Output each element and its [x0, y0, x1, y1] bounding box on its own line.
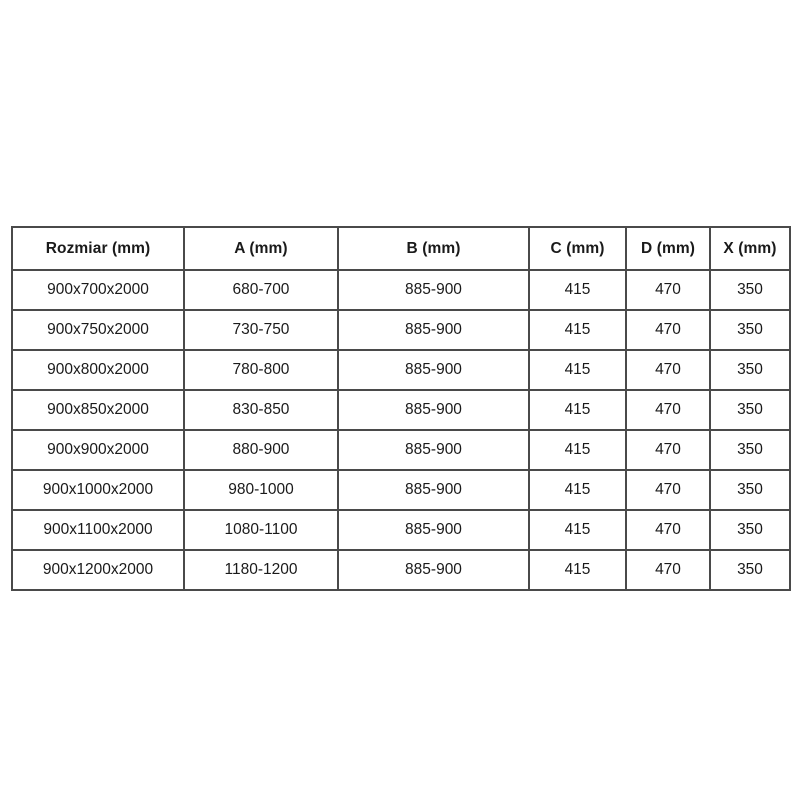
cell-a: 680-700 — [183, 269, 339, 311]
cell-a: 730-750 — [183, 309, 339, 351]
cell-d: 470 — [625, 269, 711, 311]
cell-size: 900x1000x2000 — [11, 469, 185, 511]
table-row: 900x800x2000 780-800 885-900 415 470 350 — [11, 349, 791, 391]
table-row: 900x900x2000 880-900 885-900 415 470 350 — [11, 429, 791, 471]
cell-a: 1180-1200 — [183, 549, 339, 591]
column-header-c: C (mm) — [528, 226, 627, 271]
cell-a: 980-1000 — [183, 469, 339, 511]
column-header-b: B (mm) — [337, 226, 530, 271]
cell-c: 415 — [528, 389, 627, 431]
cell-b: 885-900 — [337, 509, 530, 551]
table-row: 900x1200x2000 1180-1200 885-900 415 470 … — [11, 549, 791, 591]
cell-x: 350 — [709, 509, 791, 551]
cell-size: 900x700x2000 — [11, 269, 185, 311]
cell-d: 470 — [625, 389, 711, 431]
cell-size: 900x800x2000 — [11, 349, 185, 391]
dimensions-table: Rozmiar (mm) A (mm) B (mm) C (mm) D (mm)… — [11, 226, 791, 591]
cell-d: 470 — [625, 469, 711, 511]
cell-b: 885-900 — [337, 349, 530, 391]
column-header-size: Rozmiar (mm) — [11, 226, 185, 271]
cell-a: 780-800 — [183, 349, 339, 391]
cell-b: 885-900 — [337, 429, 530, 471]
table-header-row: Rozmiar (mm) A (mm) B (mm) C (mm) D (mm)… — [11, 226, 791, 271]
cell-c: 415 — [528, 469, 627, 511]
cell-d: 470 — [625, 429, 711, 471]
cell-size: 900x1200x2000 — [11, 549, 185, 591]
cell-a: 880-900 — [183, 429, 339, 471]
table-row: 900x750x2000 730-750 885-900 415 470 350 — [11, 309, 791, 351]
table-header: Rozmiar (mm) A (mm) B (mm) C (mm) D (mm)… — [11, 226, 791, 271]
table-row: 900x700x2000 680-700 885-900 415 470 350 — [11, 269, 791, 311]
cell-d: 470 — [625, 349, 711, 391]
cell-x: 350 — [709, 469, 791, 511]
cell-b: 885-900 — [337, 469, 530, 511]
column-header-x: X (mm) — [709, 226, 791, 271]
cell-x: 350 — [709, 349, 791, 391]
column-header-d: D (mm) — [625, 226, 711, 271]
cell-d: 470 — [625, 549, 711, 591]
cell-size: 900x850x2000 — [11, 389, 185, 431]
cell-a: 830-850 — [183, 389, 339, 431]
table-row: 900x1000x2000 980-1000 885-900 415 470 3… — [11, 469, 791, 511]
cell-b: 885-900 — [337, 389, 530, 431]
cell-c: 415 — [528, 269, 627, 311]
cell-b: 885-900 — [337, 549, 530, 591]
cell-x: 350 — [709, 309, 791, 351]
cell-size: 900x900x2000 — [11, 429, 185, 471]
table-body: 900x700x2000 680-700 885-900 415 470 350… — [11, 269, 791, 591]
table-row: 900x850x2000 830-850 885-900 415 470 350 — [11, 389, 791, 431]
column-header-a: A (mm) — [183, 226, 339, 271]
cell-x: 350 — [709, 389, 791, 431]
cell-c: 415 — [528, 309, 627, 351]
table-row: 900x1100x2000 1080-1100 885-900 415 470 … — [11, 509, 791, 551]
cell-x: 350 — [709, 269, 791, 311]
dimensions-table-container: Rozmiar (mm) A (mm) B (mm) C (mm) D (mm)… — [11, 226, 791, 591]
cell-c: 415 — [528, 549, 627, 591]
cell-c: 415 — [528, 429, 627, 471]
cell-size: 900x1100x2000 — [11, 509, 185, 551]
cell-d: 470 — [625, 509, 711, 551]
cell-d: 470 — [625, 309, 711, 351]
cell-b: 885-900 — [337, 309, 530, 351]
cell-x: 350 — [709, 429, 791, 471]
cell-b: 885-900 — [337, 269, 530, 311]
cell-x: 350 — [709, 549, 791, 591]
cell-c: 415 — [528, 509, 627, 551]
cell-a: 1080-1100 — [183, 509, 339, 551]
cell-size: 900x750x2000 — [11, 309, 185, 351]
cell-c: 415 — [528, 349, 627, 391]
